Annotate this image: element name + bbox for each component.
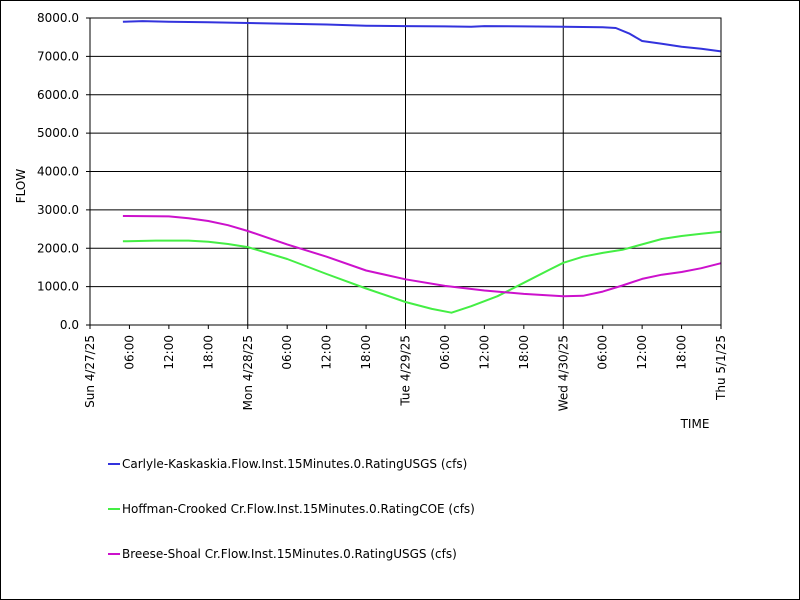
series-line-2 bbox=[122, 230, 722, 314]
legend-label: Hoffman-Crooked Cr.Flow.Inst.15Minutes.0… bbox=[122, 502, 475, 516]
legend-label: Breese-Shoal Cr.Flow.Inst.15Minutes.0.Ra… bbox=[122, 547, 457, 561]
x-tick-label: 12:00 bbox=[477, 335, 491, 370]
y-tick-label: 7000.0 bbox=[37, 49, 79, 63]
x-tick-label: 06:00 bbox=[122, 335, 136, 370]
legend: Carlyle-Kaskaskia.Flow.Inst.15Minutes.0.… bbox=[108, 457, 475, 561]
x-tick-label: 06:00 bbox=[596, 335, 610, 370]
x-tick-label: Tue 4/29/25 bbox=[399, 335, 413, 407]
y-tick-label: 8000.0 bbox=[37, 11, 79, 25]
series-line-3 bbox=[122, 215, 722, 298]
y-tick-label: 2000.0 bbox=[37, 241, 79, 255]
x-tick-label: 18:00 bbox=[359, 335, 373, 370]
x-tick-label: 12:00 bbox=[162, 335, 176, 370]
series-lines bbox=[122, 20, 722, 314]
x-tick-label: 18:00 bbox=[201, 335, 215, 370]
y-tick-label: 6000.0 bbox=[37, 88, 79, 102]
y-tick-label: 1000.0 bbox=[37, 280, 79, 294]
x-tick-label: 12:00 bbox=[320, 335, 334, 370]
x-tick-label: Wed 4/30/25 bbox=[556, 335, 570, 411]
x-axis-label: TIME bbox=[680, 417, 710, 431]
y-axis-label: FLOW bbox=[14, 169, 28, 204]
x-tick-label: Sun 4/27/25 bbox=[83, 335, 97, 408]
x-tick-label: 06:00 bbox=[438, 335, 452, 370]
x-tick-label: 12:00 bbox=[635, 335, 649, 370]
y-tick-label: 3000.0 bbox=[37, 203, 79, 217]
legend-label: Carlyle-Kaskaskia.Flow.Inst.15Minutes.0.… bbox=[122, 457, 467, 471]
y-axis-ticks: 0.0 1000.0 2000.0 3000.0 4000.0 5000.0 6000.0 7… bbox=[37, 11, 90, 332]
x-axis-ticks: Sun 4/27/25 06:00 12:00 18:00 Mon 4/28/25 06:… bbox=[83, 325, 728, 411]
y-tick-label: 4000.0 bbox=[37, 165, 79, 179]
x-tick-label: 06:00 bbox=[280, 335, 294, 370]
x-tick-label: 18:00 bbox=[675, 335, 689, 370]
series-line-1 bbox=[122, 20, 722, 53]
x-tick-label: 18:00 bbox=[517, 335, 531, 370]
x-tick-label: Thu 5/1/25 bbox=[714, 335, 728, 401]
y-tick-label: 0.0 bbox=[60, 318, 79, 332]
x-tick-label: Mon 4/28/25 bbox=[241, 335, 255, 410]
y-tick-label: 5000.0 bbox=[37, 126, 79, 140]
